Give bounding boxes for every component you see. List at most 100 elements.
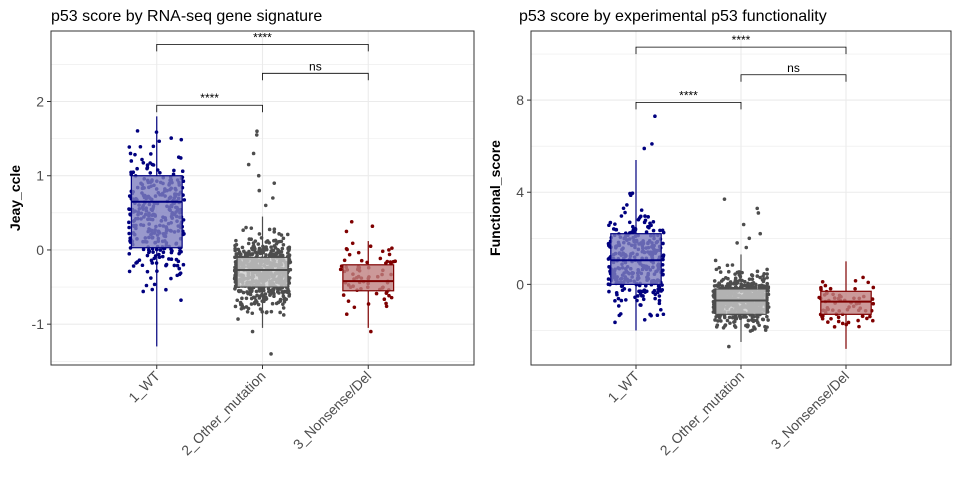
data-point (281, 306, 286, 310)
data-point (730, 263, 735, 267)
data-point (345, 247, 349, 252)
data-point (270, 288, 274, 293)
data-point (870, 318, 875, 323)
data-point (627, 220, 632, 225)
data-point (829, 316, 833, 321)
data-point (269, 309, 274, 314)
data-point (868, 314, 872, 319)
data-point (267, 240, 272, 245)
left-chart-panel: p53 score by RNA-seq gene signature -1 0 1 2… (7, 8, 475, 458)
data-point (746, 318, 751, 323)
outlier-point (250, 329, 255, 334)
data-point (749, 282, 753, 286)
outlier-point (756, 211, 761, 215)
data-point (140, 157, 144, 162)
data-point (278, 287, 282, 291)
x-tick-label: 3_Nonsense/Del (768, 368, 853, 453)
outlier-point (370, 224, 375, 229)
data-point (760, 278, 765, 282)
data-point (382, 297, 387, 302)
data-point (145, 269, 150, 274)
data-point (141, 247, 146, 252)
outlier-point (741, 222, 746, 227)
data-point (260, 299, 265, 303)
data-point (251, 244, 256, 248)
data-point (613, 299, 617, 303)
data-point (250, 252, 254, 257)
data-point (820, 316, 825, 321)
data-point (619, 298, 624, 303)
data-point (723, 324, 727, 328)
data-point (247, 249, 251, 254)
box (130, 175, 183, 249)
data-point (288, 267, 293, 272)
data-point (866, 280, 871, 285)
data-point (134, 261, 138, 265)
data-point (365, 260, 369, 265)
data-point (281, 242, 286, 247)
data-point (272, 238, 276, 243)
data-point (617, 313, 622, 318)
data-point (177, 266, 182, 271)
significance-label: ns (787, 61, 800, 75)
data-point (285, 232, 290, 237)
data-point (712, 279, 717, 283)
data-point (639, 208, 644, 212)
data-point (281, 291, 285, 295)
data-point (616, 296, 621, 301)
data-point (387, 248, 391, 252)
data-point (620, 288, 625, 293)
data-point (648, 221, 652, 226)
data-point (154, 261, 159, 265)
data-point (276, 248, 280, 252)
significance-label: **** (200, 91, 219, 105)
data-point (732, 323, 737, 328)
data-point (233, 248, 237, 253)
data-point (137, 258, 142, 262)
data-point (356, 250, 361, 255)
significance-bracket (740, 74, 847, 82)
data-point (761, 317, 766, 322)
outlier-point (650, 142, 654, 146)
data-point (146, 248, 151, 252)
data-point (660, 288, 665, 292)
data-point (145, 163, 150, 167)
data-point (267, 227, 272, 232)
data-point (278, 310, 282, 315)
data-point (260, 309, 265, 314)
data-point (280, 246, 285, 251)
data-point (759, 283, 764, 288)
data-point (253, 250, 258, 254)
data-point (266, 286, 271, 291)
y-axis-label: Functional_score (487, 140, 503, 256)
data-point (607, 265, 611, 269)
data-point (646, 215, 650, 219)
data-point (857, 324, 861, 329)
data-point (754, 282, 758, 287)
data-point (248, 290, 253, 294)
data-point (384, 301, 388, 306)
data-point (150, 261, 155, 265)
data-point (652, 288, 657, 293)
data-point (245, 309, 250, 314)
data-point (366, 302, 371, 306)
data-point (853, 287, 857, 291)
data-point (755, 318, 759, 323)
data-point (727, 315, 732, 320)
data-point (148, 171, 153, 175)
data-point (860, 314, 865, 318)
data-point (628, 192, 633, 196)
data-point (820, 280, 825, 284)
data-point (765, 325, 769, 329)
data-point (240, 245, 245, 250)
data-point (657, 298, 662, 303)
data-point (836, 319, 841, 324)
data-point (606, 282, 611, 287)
data-point (714, 315, 718, 319)
data-point (127, 220, 131, 225)
data-point (172, 263, 177, 268)
data-point (644, 230, 649, 234)
data-point (169, 257, 174, 261)
y-tick-label: -1 (32, 316, 45, 332)
outlier-point (269, 352, 273, 356)
